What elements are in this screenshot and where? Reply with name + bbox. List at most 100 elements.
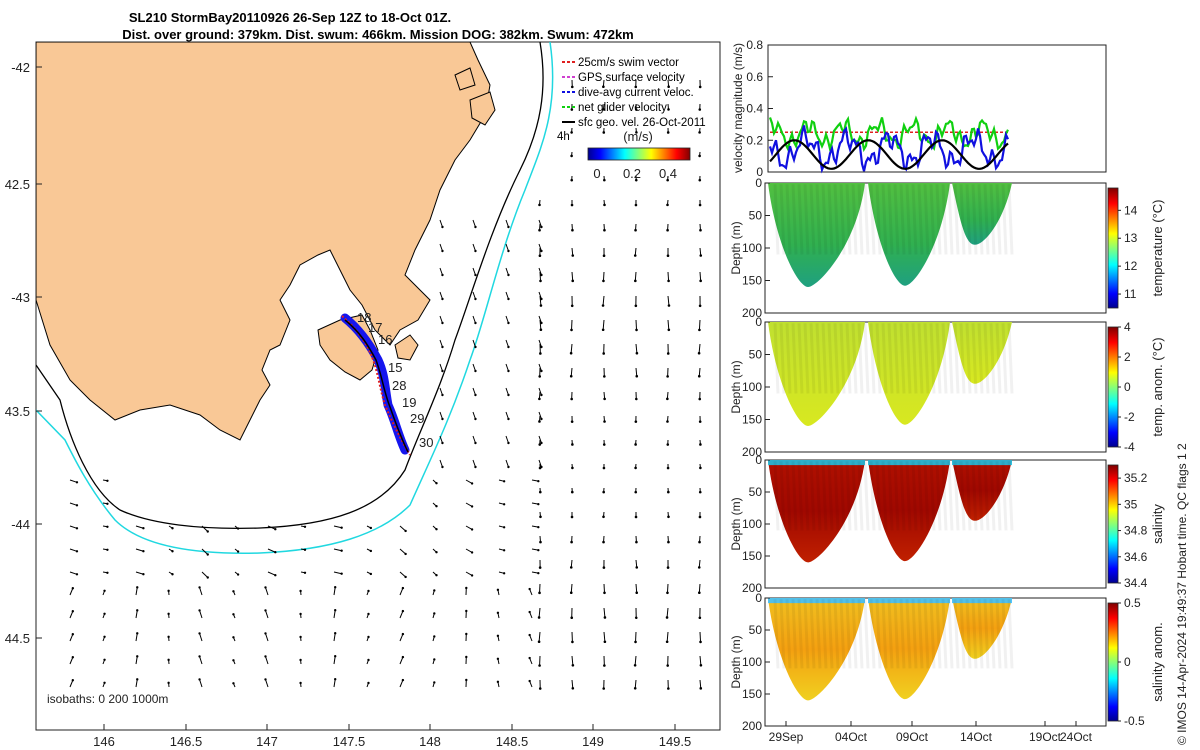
section-texture <box>941 323 948 394</box>
velocity-arrow <box>570 367 573 377</box>
section-texture <box>881 599 888 669</box>
velocity-arrow-head <box>667 515 670 519</box>
velocity-arrow-head <box>698 154 701 158</box>
section-texture <box>827 461 834 531</box>
section-texture <box>821 323 828 394</box>
section-texture <box>959 323 966 394</box>
depth-tick-label: 100 <box>742 655 762 669</box>
velocity-arrow <box>602 295 605 306</box>
track-day-number: 30 <box>419 435 433 450</box>
velocity-arrow-head <box>106 525 109 528</box>
section-texture <box>899 323 906 394</box>
velocity-arrow-head <box>635 540 638 544</box>
velocity-arrow-head <box>496 611 500 615</box>
section-texture <box>863 184 870 255</box>
velocity-arrow-head <box>299 635 302 639</box>
velocity-arrow-head <box>538 591 541 595</box>
velocity-arrow-head <box>470 574 474 577</box>
velocity-arrow-head <box>539 279 542 283</box>
velocity-arrow <box>699 631 702 642</box>
section-basin <box>952 183 1012 245</box>
velocity-arrow-head <box>538 443 542 446</box>
depth-tick-label: 0 <box>755 315 762 329</box>
section-variable-label: temperature (°C) <box>1150 200 1165 297</box>
velocity-arrow-head <box>274 551 277 554</box>
velocity-arrow-head <box>667 687 670 690</box>
velocity-arrow-head <box>340 526 343 529</box>
velocity-arrow-head <box>603 640 607 644</box>
velocity-arrow-head <box>571 443 574 446</box>
velocity-arrow <box>439 267 443 276</box>
section-texture <box>989 599 996 669</box>
velocity-arrow-head <box>369 549 373 553</box>
velocity-arrow-head <box>136 655 139 658</box>
legend-label: net glider velocity <box>578 102 667 114</box>
velocity-arrow-head <box>633 687 637 690</box>
velocity-arrow-head <box>634 616 638 620</box>
velocity-arrow <box>667 295 670 306</box>
velocity-arrow-head <box>404 529 407 533</box>
depth-tick-label: 200 <box>742 719 762 733</box>
section-texture <box>971 184 978 255</box>
velocity-arrow-head <box>666 664 669 667</box>
map-colorbar-tick-1: 0.2 <box>623 166 641 181</box>
velocity-arrow-head <box>103 635 106 639</box>
velocity-arrow-head <box>570 131 573 134</box>
section-texture <box>905 323 912 394</box>
velocity-arrow <box>538 267 542 276</box>
velocity-arrow <box>333 656 336 665</box>
velocity-arrow-head <box>334 655 337 658</box>
section-texture <box>851 461 858 531</box>
section-texture <box>815 323 822 394</box>
velocity-arrow-head <box>232 590 235 593</box>
velocity-arrow-head <box>540 321 543 325</box>
velocity-arrow-head <box>435 505 438 508</box>
velocity-arrow <box>399 633 404 642</box>
velocity-arrow-head <box>441 225 444 229</box>
section-texture <box>773 461 780 531</box>
time-tick-label: 19Oct <box>1029 730 1062 744</box>
section-texture <box>845 599 852 669</box>
velocity-arrow-head <box>75 550 79 553</box>
velocity-arrow-head <box>171 550 174 553</box>
velocity-arrow <box>199 587 203 596</box>
map-ytick-label: -44 <box>11 517 30 532</box>
velocity-arrow-head <box>634 515 638 519</box>
section-texture <box>995 461 1002 531</box>
velocity-arrow <box>634 679 637 689</box>
velocity-arrow-head <box>634 420 638 423</box>
velocity-arrow <box>539 295 542 306</box>
section-texture <box>833 461 840 531</box>
velocity-arrow <box>135 679 138 688</box>
velocity-arrow-head <box>571 686 575 690</box>
section-texture <box>803 323 810 394</box>
velocity-arrow-head <box>474 321 477 325</box>
velocity-arrow-head <box>103 681 106 685</box>
velocity-arrow <box>267 571 276 576</box>
velocity-arrow <box>505 363 509 372</box>
velocity-arrow-head <box>538 566 542 569</box>
section-texture <box>815 461 822 531</box>
velocity-arrow <box>571 655 574 666</box>
section-texture <box>983 323 990 394</box>
section-texture <box>827 323 834 394</box>
section-colorbar <box>1107 187 1119 309</box>
section-texture <box>941 461 948 531</box>
velocity-arrow-head <box>441 345 444 349</box>
velocity-arrow <box>69 479 78 483</box>
isobath-1000m <box>36 42 554 554</box>
map-xtick-label: 147.5 <box>333 734 366 749</box>
isobath-legend: isobaths: 0 200 1000m <box>47 692 168 706</box>
section-texture <box>797 461 804 531</box>
velocity-arrow <box>571 271 574 281</box>
velocity-arrow-head <box>602 279 605 283</box>
section-texture <box>875 461 882 531</box>
section-texture <box>917 599 924 669</box>
section-basin <box>868 183 950 286</box>
section-texture <box>773 599 780 669</box>
depth-tick-label: 150 <box>742 274 762 288</box>
section-texture <box>1001 599 1008 669</box>
velocity-arrow-head <box>667 108 670 111</box>
velocity-arrow-head <box>71 679 75 682</box>
section-texture <box>809 184 816 255</box>
